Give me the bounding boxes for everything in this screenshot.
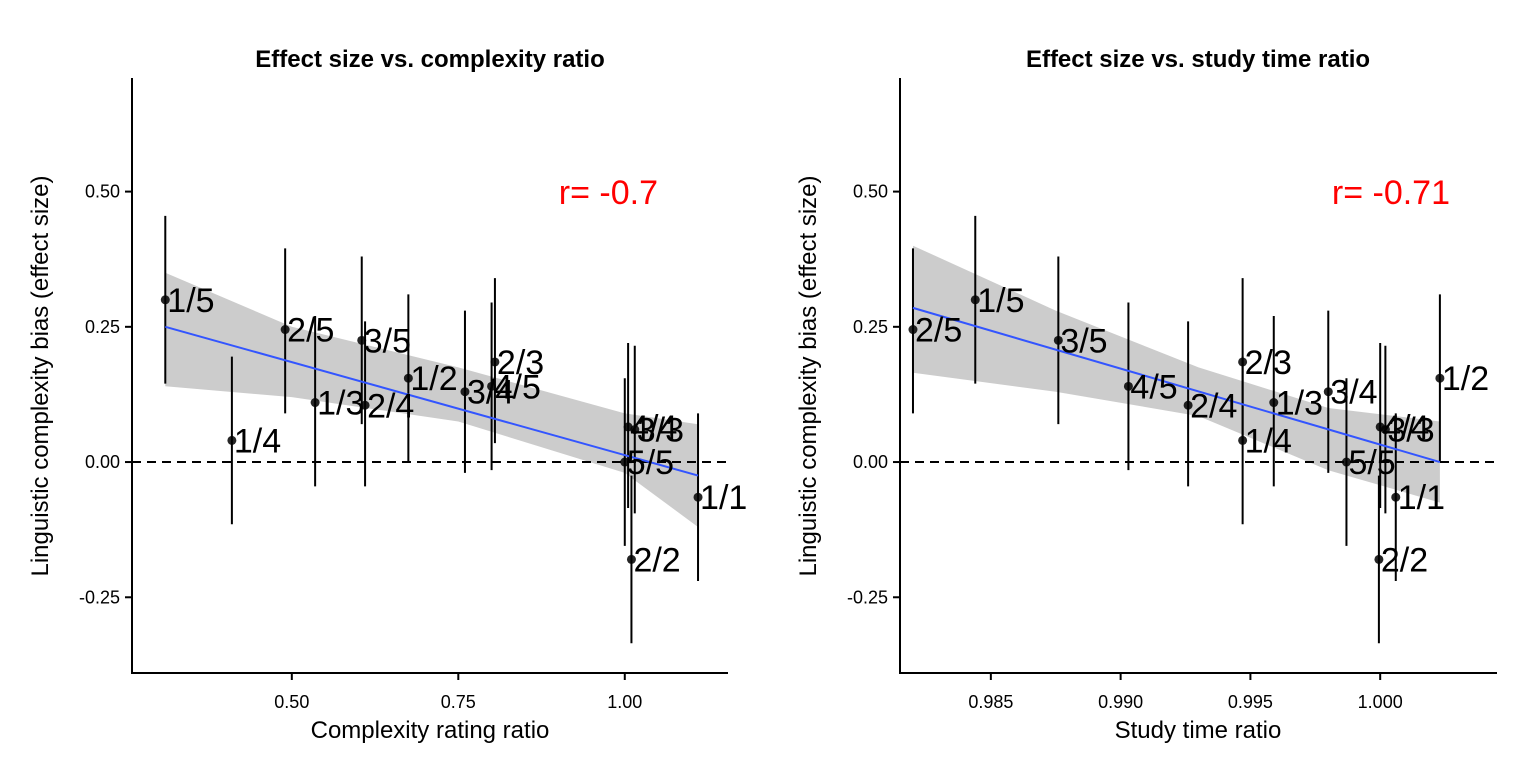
x-axis-label: Study time ratio: [1115, 717, 1282, 744]
data-point-1-5: [970, 295, 980, 305]
point-label: 1/3: [317, 385, 364, 423]
data-point-2-3: [490, 357, 500, 367]
point-label: 5/5: [1348, 444, 1395, 482]
x-tick-label: 0.50: [274, 692, 309, 712]
y-tick-label: 0.50: [853, 182, 888, 202]
point-label: 1/1: [700, 479, 747, 517]
data-point-2-4: [1183, 400, 1193, 410]
y-tick-label: 0.25: [853, 317, 888, 337]
point-label: 2/5: [915, 312, 962, 350]
point-label: 2/5: [287, 312, 334, 350]
x-tick-label: 0.995: [1228, 692, 1273, 712]
data-point-3-3: [1380, 425, 1390, 435]
point-label: 5/5: [627, 444, 674, 482]
chart-title: Effect size vs. study time ratio: [1026, 46, 1370, 73]
y-tick-label: 0.00: [853, 452, 888, 472]
x-tick-label: 0.985: [968, 692, 1013, 712]
data-point-5-5: [1341, 457, 1351, 467]
data-point-3-5: [1053, 335, 1063, 345]
data-point-2-4: [360, 400, 370, 410]
chart-title: Effect size vs. complexity ratio: [255, 46, 604, 73]
data-point-1-2: [403, 373, 413, 383]
confidence-band: [913, 245, 1440, 503]
point-label: 1/5: [167, 282, 214, 320]
panel-complexity-ratio: Effect size vs. complexity ratio 1/5 1/4 2…: [27, 46, 747, 744]
correlation-annotation: r= -0.7: [559, 174, 658, 212]
correlation-annotation: r= -0.71: [1332, 174, 1450, 212]
confidence-band: [165, 272, 699, 527]
point-label: 3/5: [1060, 322, 1107, 360]
point-label: 1/1: [1398, 479, 1445, 517]
y-tick-label: 0.50: [85, 182, 120, 202]
point-label: 3/3: [637, 412, 684, 450]
point-label: 3/4: [467, 374, 514, 412]
point-label: 3/5: [364, 322, 411, 360]
point-label: 1/2: [1442, 360, 1489, 398]
data-point-2-3: [1238, 357, 1248, 367]
regression-line: [165, 325, 699, 477]
point-label: 2/4: [1190, 387, 1237, 425]
point-label: 2/3: [497, 344, 544, 382]
data-point-1-4: [227, 435, 237, 445]
point-label: 1/2: [410, 360, 457, 398]
plot-area: 1/51/42/51/33/52/41/2 3/44/52/35/54/43/32…: [132, 215, 747, 644]
x-tick-label: 0.75: [441, 692, 476, 712]
point-label: 4/4: [1382, 409, 1429, 447]
plot-area: 2/5 1/5 3/5 4/5 2/42/3 1/41/3 3/4 5/54/43/3 2/2 1…: [900, 215, 1497, 644]
point-label: 4/5: [1130, 368, 1177, 406]
point-label: 3/3: [1387, 412, 1434, 450]
data-point-3-4: [460, 387, 470, 397]
x-tick-label: 0.990: [1098, 692, 1143, 712]
point-label: 2/2: [1381, 541, 1428, 579]
axis-ticks: 0.50 0.75 1.00 -0.25 0.00 0.25 0.50: [79, 182, 642, 712]
y-tick-label: 0.25: [85, 317, 120, 337]
y-tick-label: -0.25: [847, 587, 888, 607]
data-point-1-1: [693, 492, 703, 502]
y-axis-label: Linguistic complexity bias (effect size): [27, 175, 54, 576]
data-point-1-5: [160, 295, 170, 305]
data-point-2-2: [1374, 554, 1384, 564]
point-label: 4/5: [494, 368, 541, 406]
y-tick-label: -0.25: [79, 587, 120, 607]
point-label: 2/4: [367, 387, 414, 425]
data-point-4-5: [1123, 381, 1133, 391]
data-point-1-3: [310, 398, 320, 408]
point-label: 3/4: [1330, 374, 1377, 412]
point-label: 2/3: [1245, 344, 1292, 382]
axis-ticks: 0.985 0.990 0.995 1.000 -0.25 0.00 0.25 0.50: [847, 182, 1403, 712]
data-point-2-5: [908, 325, 918, 335]
data-point-5-5: [620, 457, 630, 467]
x-tick-label: 1.00: [607, 692, 642, 712]
data-point-1-3: [1269, 398, 1279, 408]
point-label: 1/4: [1245, 422, 1292, 460]
data-point-1-4: [1238, 435, 1248, 445]
point-label: 2/2: [633, 541, 680, 579]
panel-study-time-ratio: Effect size vs. study time ratio 2/5 1/5 3…: [795, 46, 1497, 744]
point-label: 1/3: [1276, 385, 1323, 423]
data-point-1-1: [1391, 492, 1401, 502]
x-tick-label: 1.000: [1358, 692, 1403, 712]
regression-line: [912, 306, 1441, 464]
data-point-3-5: [357, 335, 367, 345]
data-point-3-3: [630, 425, 640, 435]
x-axis-label: Complexity rating ratio: [311, 717, 550, 744]
y-tick-label: 0.00: [85, 452, 120, 472]
data-point-2-2: [626, 554, 636, 564]
data-point-2-5: [280, 325, 290, 335]
point-label: 1/5: [977, 282, 1024, 320]
y-axis-label: Linguistic complexity bias (effect size): [795, 175, 822, 576]
data-point-4-5: [487, 381, 497, 391]
data-point-1-2: [1435, 373, 1445, 383]
data-point-3-4: [1323, 387, 1333, 397]
point-label: 1/4: [234, 422, 281, 460]
